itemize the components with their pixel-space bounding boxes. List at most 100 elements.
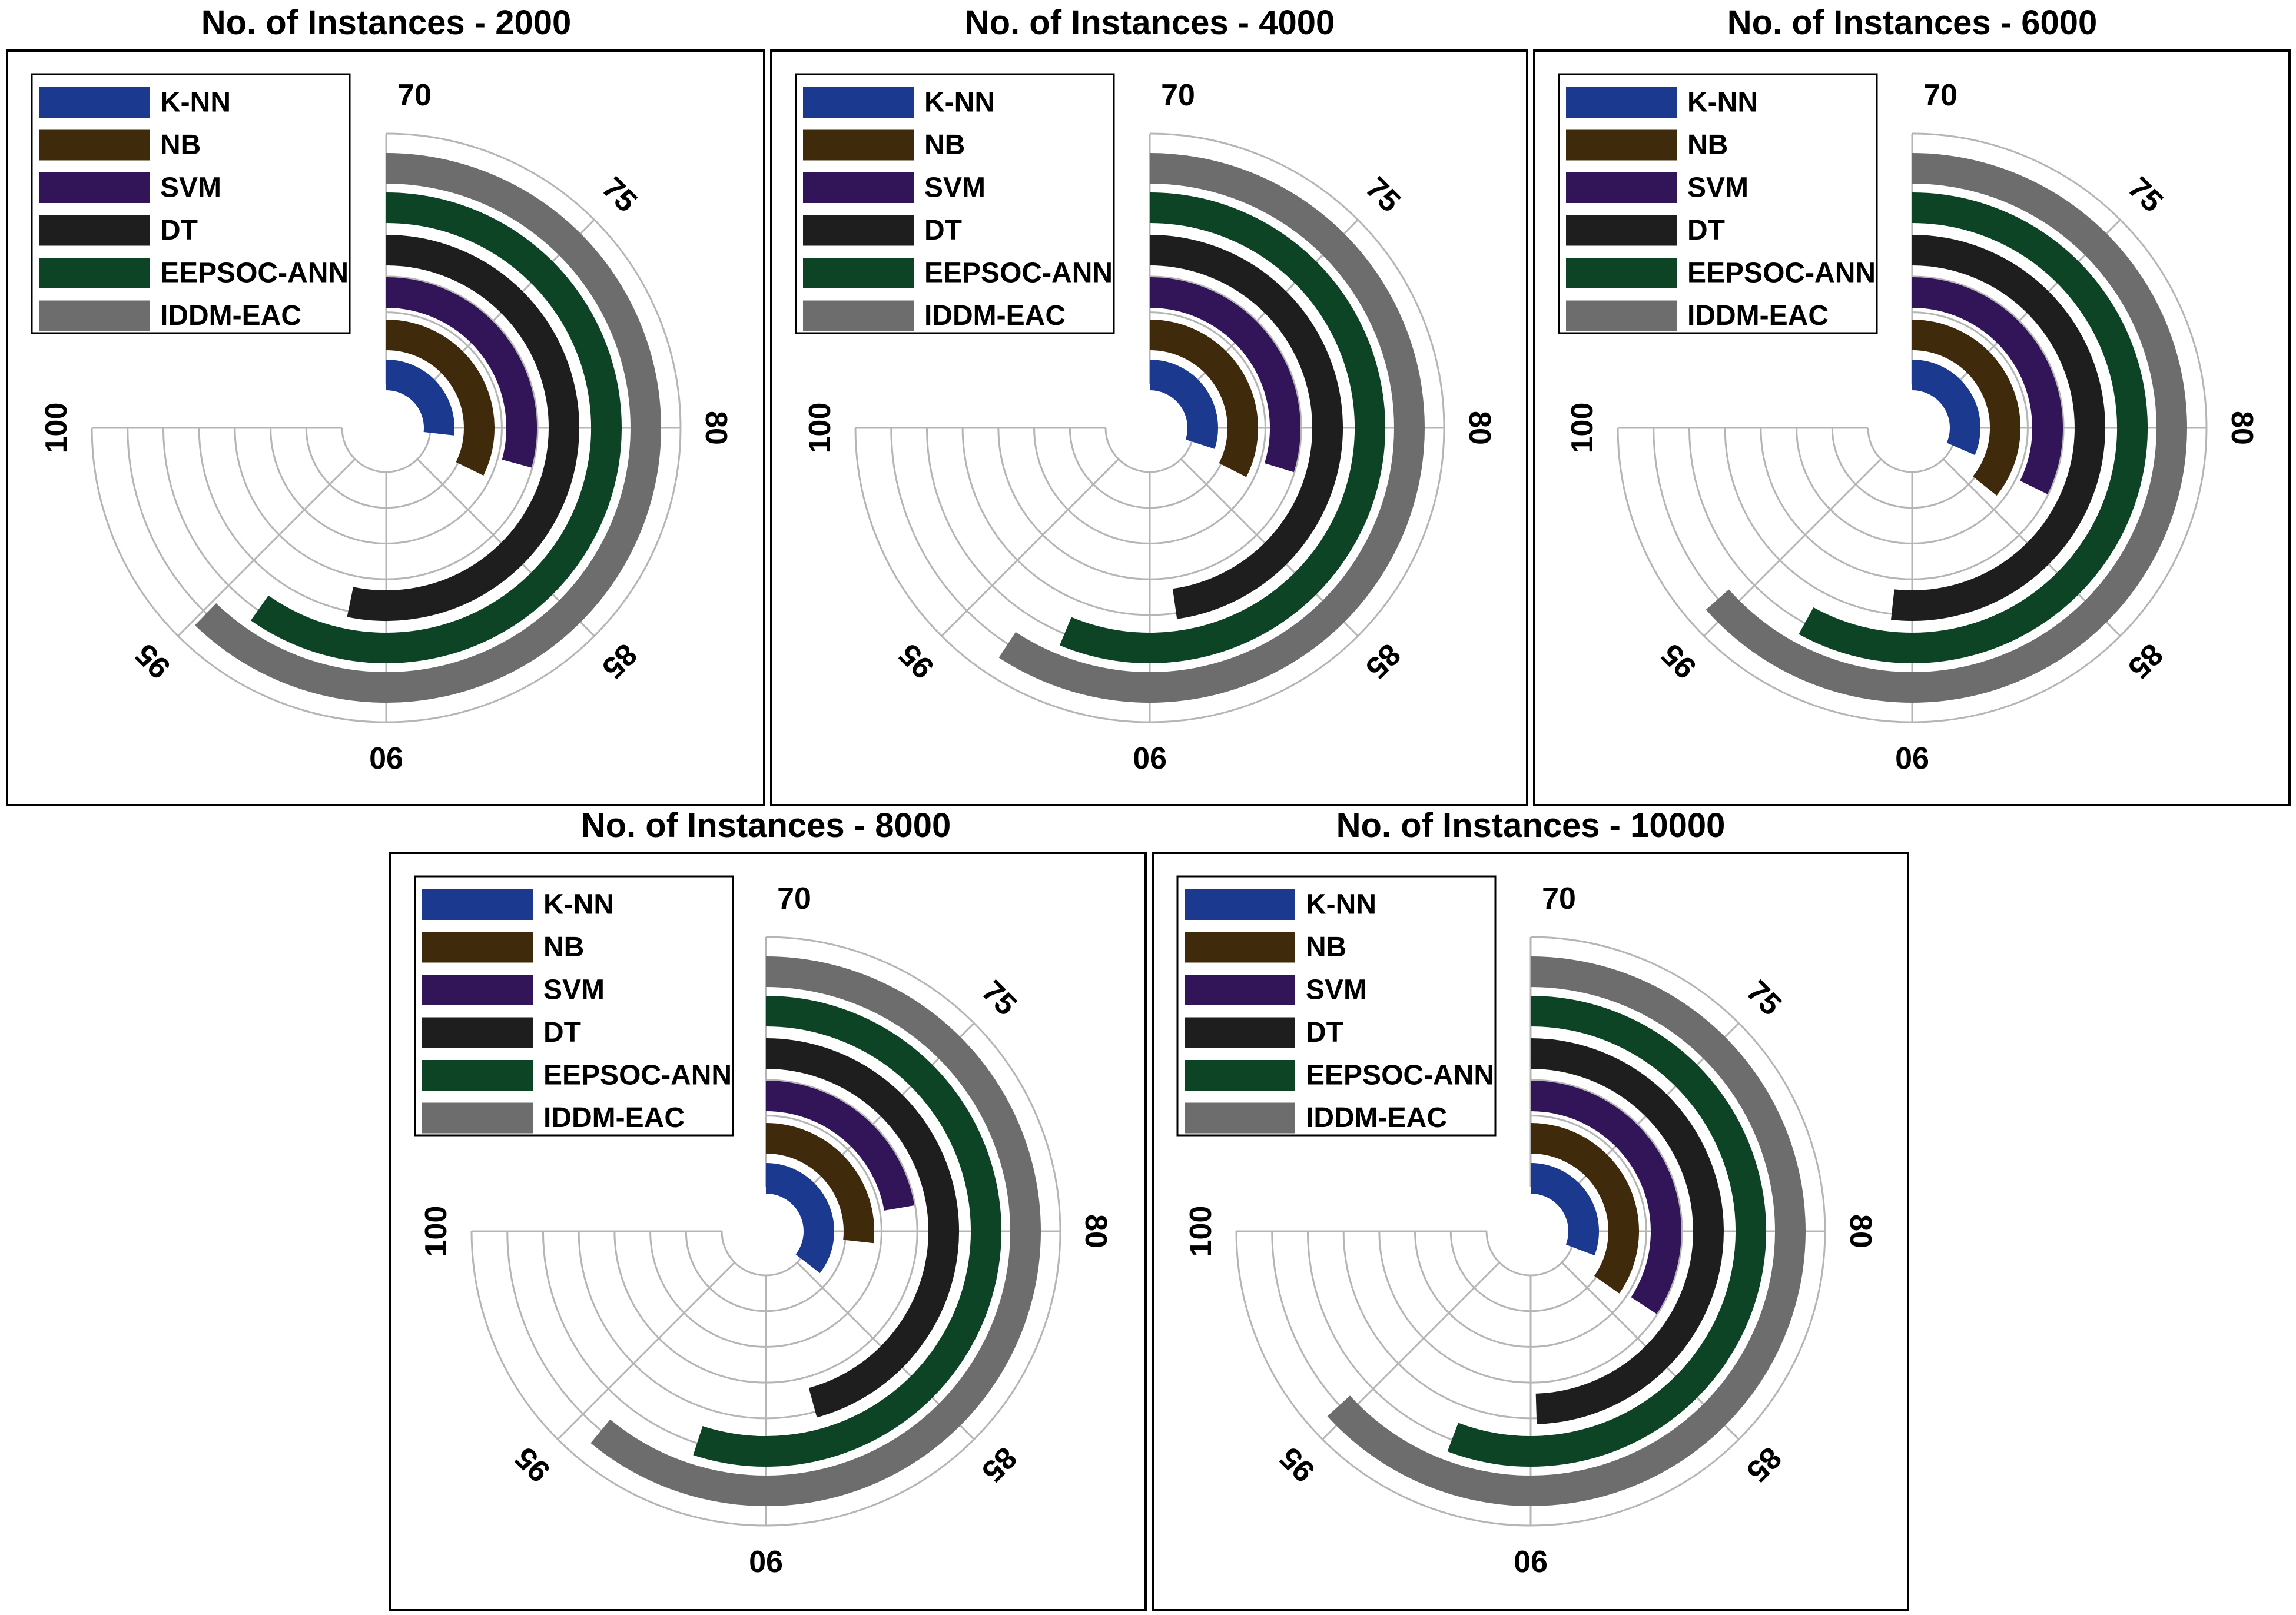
legend-swatch <box>803 87 914 118</box>
bar-k-nn <box>765 1163 834 1274</box>
legend-label: K-NN <box>543 889 614 921</box>
legend-swatch <box>1185 1102 1295 1134</box>
legend-label: SVM <box>924 172 986 204</box>
grid-spoke <box>177 458 356 637</box>
tick-label: 70 <box>1542 882 1576 916</box>
legend-swatch <box>1566 129 1677 161</box>
legend-swatch <box>39 87 150 118</box>
bar-iddm-eac <box>195 153 661 703</box>
legend-label: IDDM-EAC <box>924 300 1066 331</box>
legend-label: SVM <box>543 975 605 1006</box>
legend-swatch <box>803 129 914 161</box>
bar-eepsoc-ann <box>693 996 1001 1467</box>
legend-label: NB <box>924 129 965 161</box>
bar-svm <box>765 1081 915 1211</box>
legend-label: DT <box>160 215 198 246</box>
bar-svm <box>1530 1081 1681 1314</box>
legend-label: IDDM-EAC <box>1687 300 1829 331</box>
bar-k-nn <box>1530 1163 1599 1255</box>
legend-label: NB <box>1306 932 1346 963</box>
bar-eepsoc-ann <box>1059 192 1385 663</box>
tick-label: 90 <box>1514 1544 1548 1578</box>
tick-label: 70 <box>777 882 811 916</box>
chart-panel: No. of Instances - 6000707580859095100K-… <box>1533 4 2291 806</box>
bar-k-nn <box>386 360 454 436</box>
legend-swatch <box>1185 932 1295 963</box>
chart-title: No. of Instances - 2000 <box>201 4 572 42</box>
bar-svm <box>1149 277 1300 473</box>
legend-swatch <box>422 1060 533 1091</box>
bar-nb <box>1149 320 1258 477</box>
legend-label: K-NN <box>1306 889 1376 921</box>
tick-label: 70 <box>1161 78 1195 112</box>
tick-label: 90 <box>1133 740 1167 775</box>
legend-swatch <box>422 975 533 1005</box>
legend-label: IDDM-EAC <box>543 1102 685 1134</box>
legend-swatch <box>1566 300 1677 331</box>
chart-panel: No. of Instances - 10000707580859095100K… <box>1152 806 1909 1611</box>
tick-label: 100 <box>1184 1206 1218 1257</box>
tick-label: 70 <box>1923 78 1957 112</box>
bar-iddm-eac <box>998 153 1425 703</box>
bar-dt <box>1891 235 2105 621</box>
legend-swatch <box>39 129 150 161</box>
legend-label: DT <box>924 215 962 246</box>
legend-swatch <box>1566 172 1677 203</box>
legend-swatch <box>803 300 914 331</box>
tick-label: 90 <box>749 1544 783 1578</box>
legend-label: NB <box>543 932 584 963</box>
tick-label: 100 <box>803 403 837 454</box>
legend-label: DT <box>1687 215 1725 246</box>
bar-nb <box>386 320 495 476</box>
chart-panel: No. of Instances - 2000707580859095100K-… <box>6 4 765 806</box>
legend-label: EEPSOC-ANN <box>1306 1060 1494 1091</box>
legend-swatch <box>39 172 150 203</box>
legend-swatch <box>39 215 150 246</box>
bar-k-nn <box>1149 360 1218 449</box>
tick-label: 100 <box>39 403 74 454</box>
legend-label: IDDM-EAC <box>160 300 301 331</box>
legend-label: IDDM-EAC <box>1306 1102 1447 1134</box>
legend-label: EEPSOC-ANN <box>543 1060 732 1091</box>
bar-nb <box>1530 1123 1639 1294</box>
legend-swatch <box>422 889 533 920</box>
tick-label: 80 <box>699 411 733 445</box>
legend-label: EEPSOC-ANN <box>924 258 1113 289</box>
legend-label: NB <box>1687 129 1728 161</box>
bar-k-nn <box>1912 360 1980 456</box>
legend-swatch <box>803 172 914 203</box>
tick-label: 80 <box>1843 1214 1877 1248</box>
chart-panel: No. of Instances - 8000707580859095100K-… <box>389 806 1147 1611</box>
bar-dt <box>1149 235 1343 619</box>
legend-label: K-NN <box>160 87 231 118</box>
legend-label: SVM <box>1687 172 1748 204</box>
legend-swatch <box>1566 87 1677 118</box>
legend-swatch <box>39 258 150 288</box>
legend-swatch <box>1185 1060 1295 1091</box>
legend-label: K-NN <box>924 87 995 118</box>
legend-swatch <box>422 1017 533 1048</box>
legend-label: NB <box>160 129 201 161</box>
tick-label: 80 <box>1079 1214 1113 1248</box>
bar-nb <box>1912 320 2020 496</box>
legend-label: SVM <box>160 172 221 204</box>
legend-label: K-NN <box>1687 87 1758 118</box>
chart-title: No. of Instances - 6000 <box>1727 4 2098 42</box>
bar-nb <box>765 1123 874 1244</box>
bar-svm <box>386 277 537 468</box>
tick-label: 80 <box>2225 411 2259 445</box>
legend-swatch <box>1185 1017 1295 1048</box>
tick-label: 100 <box>419 1206 453 1257</box>
legend-swatch <box>803 215 914 246</box>
legend-swatch <box>39 300 150 331</box>
legend-swatch <box>1185 889 1295 920</box>
tick-label: 90 <box>369 740 403 775</box>
tick-label: 100 <box>1565 403 1600 454</box>
bar-eepsoc-ann <box>251 192 622 663</box>
bar-dt <box>347 235 579 621</box>
legend-swatch <box>422 1102 533 1134</box>
legend-label: EEPSOC-ANN <box>1687 258 1876 289</box>
bar-svm <box>1912 277 2063 494</box>
bar-iddm-eac <box>590 956 1041 1506</box>
